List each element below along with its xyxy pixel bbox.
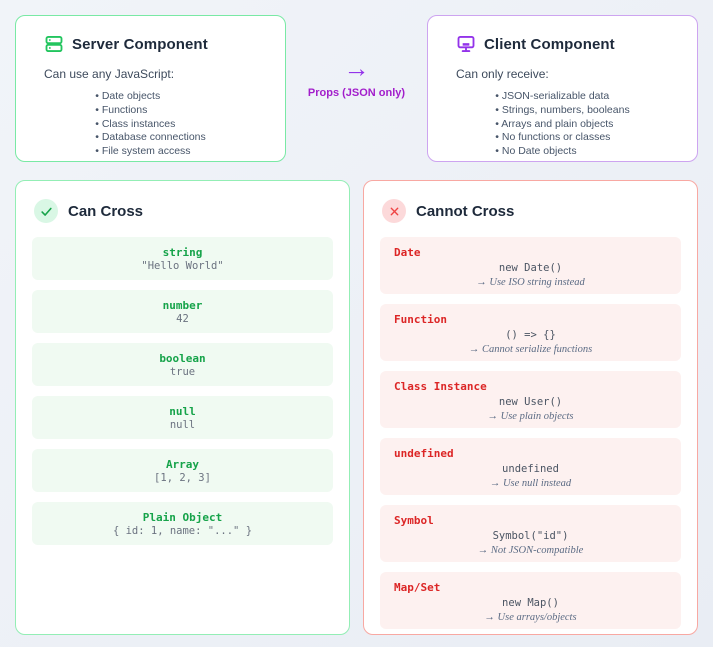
cannot-cross-header: Cannot Cross: [382, 199, 681, 223]
type-label: string: [162, 245, 203, 259]
list-item: File system access: [95, 145, 206, 159]
type-label: Array: [165, 457, 200, 471]
example-value: () => {}: [505, 329, 556, 341]
type-label: boolean: [159, 351, 206, 365]
cannot-cross-list: Date new Date() → Use ISO string instead…: [380, 237, 681, 629]
x-icon: [382, 199, 406, 223]
alternative-hint: → Not JSON-compatible: [477, 545, 584, 556]
alternative-hint: → Use null instead: [489, 478, 572, 489]
server-card-title: Server Component: [72, 35, 208, 53]
client-card-title: Client Component: [484, 35, 615, 53]
example-value: null: [169, 418, 196, 431]
example-value: { id: 1, name: "..." }: [112, 524, 253, 537]
example-value: new User(): [498, 396, 563, 408]
client-card-subtitle: Can only receive:: [456, 67, 549, 81]
can-cross-title: Can Cross: [68, 202, 144, 220]
list-item: Functions: [95, 104, 206, 118]
list-item: Class instances: [95, 118, 206, 132]
can-cross-card: Can Cross string "Hello World" number 42…: [15, 180, 350, 635]
cannot-cross-item: Symbol Symbol("id") → Not JSON-compatibl…: [380, 505, 681, 562]
type-label: Symbol: [394, 514, 434, 527]
alternative-hint: → Use plain objects: [487, 411, 574, 422]
list-item: JSON-serializable data: [495, 90, 629, 104]
can-cross-item: number 42: [32, 290, 333, 333]
props-flow: → Props (JSON only): [286, 15, 427, 162]
server-card-subtitle: Can use any JavaScript:: [44, 67, 175, 81]
type-label: Plain Object: [142, 510, 223, 524]
server-icon: [44, 34, 64, 54]
list-item: Date objects: [95, 90, 206, 104]
type-label: Function: [394, 313, 447, 326]
can-cross-header: Can Cross: [34, 199, 333, 223]
check-icon: [34, 199, 58, 223]
client-capability-list: JSON-serializable data Strings, numbers,…: [495, 90, 629, 159]
cannot-cross-item: Class Instance new User() → Use plain ob…: [380, 371, 681, 428]
example-value: true: [169, 365, 196, 378]
cannot-cross-item: Function () => {} → Cannot serialize fun…: [380, 304, 681, 361]
right-arrow-icon: →: [343, 52, 370, 83]
example-value: 42: [176, 312, 189, 325]
cross-rules-row: Can Cross string "Hello World" number 42…: [15, 180, 698, 635]
server-capability-list: Date objects Functions Class instances D…: [95, 90, 206, 159]
cannot-cross-item: undefined undefined → Use null instead: [380, 438, 681, 495]
server-component-card: Server Component Can use any JavaScript:…: [15, 15, 286, 162]
cannot-cross-title: Cannot Cross: [416, 202, 515, 220]
monitor-icon: [456, 34, 476, 54]
can-cross-item: Plain Object { id: 1, name: "..." }: [32, 502, 333, 545]
type-label: undefined: [394, 447, 454, 460]
cannot-cross-card: Cannot Cross Date new Date() → Use ISO s…: [363, 180, 698, 635]
props-flow-label: Props (JSON only): [307, 86, 406, 99]
can-cross-item: Array [1, 2, 3]: [32, 449, 333, 492]
client-card-header: Client Component: [456, 34, 681, 54]
example-value: undefined: [502, 463, 559, 475]
type-label: Map/Set: [394, 581, 441, 594]
alternative-hint: → Cannot serialize functions: [468, 344, 593, 355]
component-flow-row: Server Component Can use any JavaScript:…: [15, 15, 698, 162]
list-item: Database connections: [95, 131, 206, 145]
list-item: Strings, numbers, booleans: [495, 104, 630, 118]
list-item: Arrays and plain objects: [495, 118, 629, 132]
can-cross-item: null null: [32, 396, 333, 439]
list-item: No functions or classes: [495, 131, 629, 145]
server-card-header: Server Component: [44, 34, 269, 54]
example-value: "Hello World": [141, 259, 224, 272]
client-component-card: Client Component Can only receive: JSON-…: [427, 15, 698, 162]
type-label: null: [169, 404, 196, 418]
can-cross-item: string "Hello World": [32, 237, 333, 280]
alternative-hint: → Use arrays/objects: [484, 612, 577, 623]
type-label: number: [162, 298, 203, 312]
can-cross-list: string "Hello World" number 42 boolean t…: [32, 237, 333, 545]
can-cross-item: boolean true: [32, 343, 333, 386]
type-label: Date: [394, 246, 421, 259]
example-value: new Date(): [498, 262, 563, 274]
alternative-hint: → Use ISO string instead: [476, 277, 585, 288]
cannot-cross-item: Date new Date() → Use ISO string instead: [380, 237, 681, 294]
cannot-cross-item: Map/Set new Map() → Use arrays/objects: [380, 572, 681, 629]
list-item: No Date objects: [495, 145, 629, 159]
example-value: new Map(): [502, 597, 559, 609]
example-value: Symbol("id"): [492, 530, 569, 542]
example-value: [1, 2, 3]: [154, 471, 211, 484]
type-label: Class Instance: [394, 380, 487, 393]
